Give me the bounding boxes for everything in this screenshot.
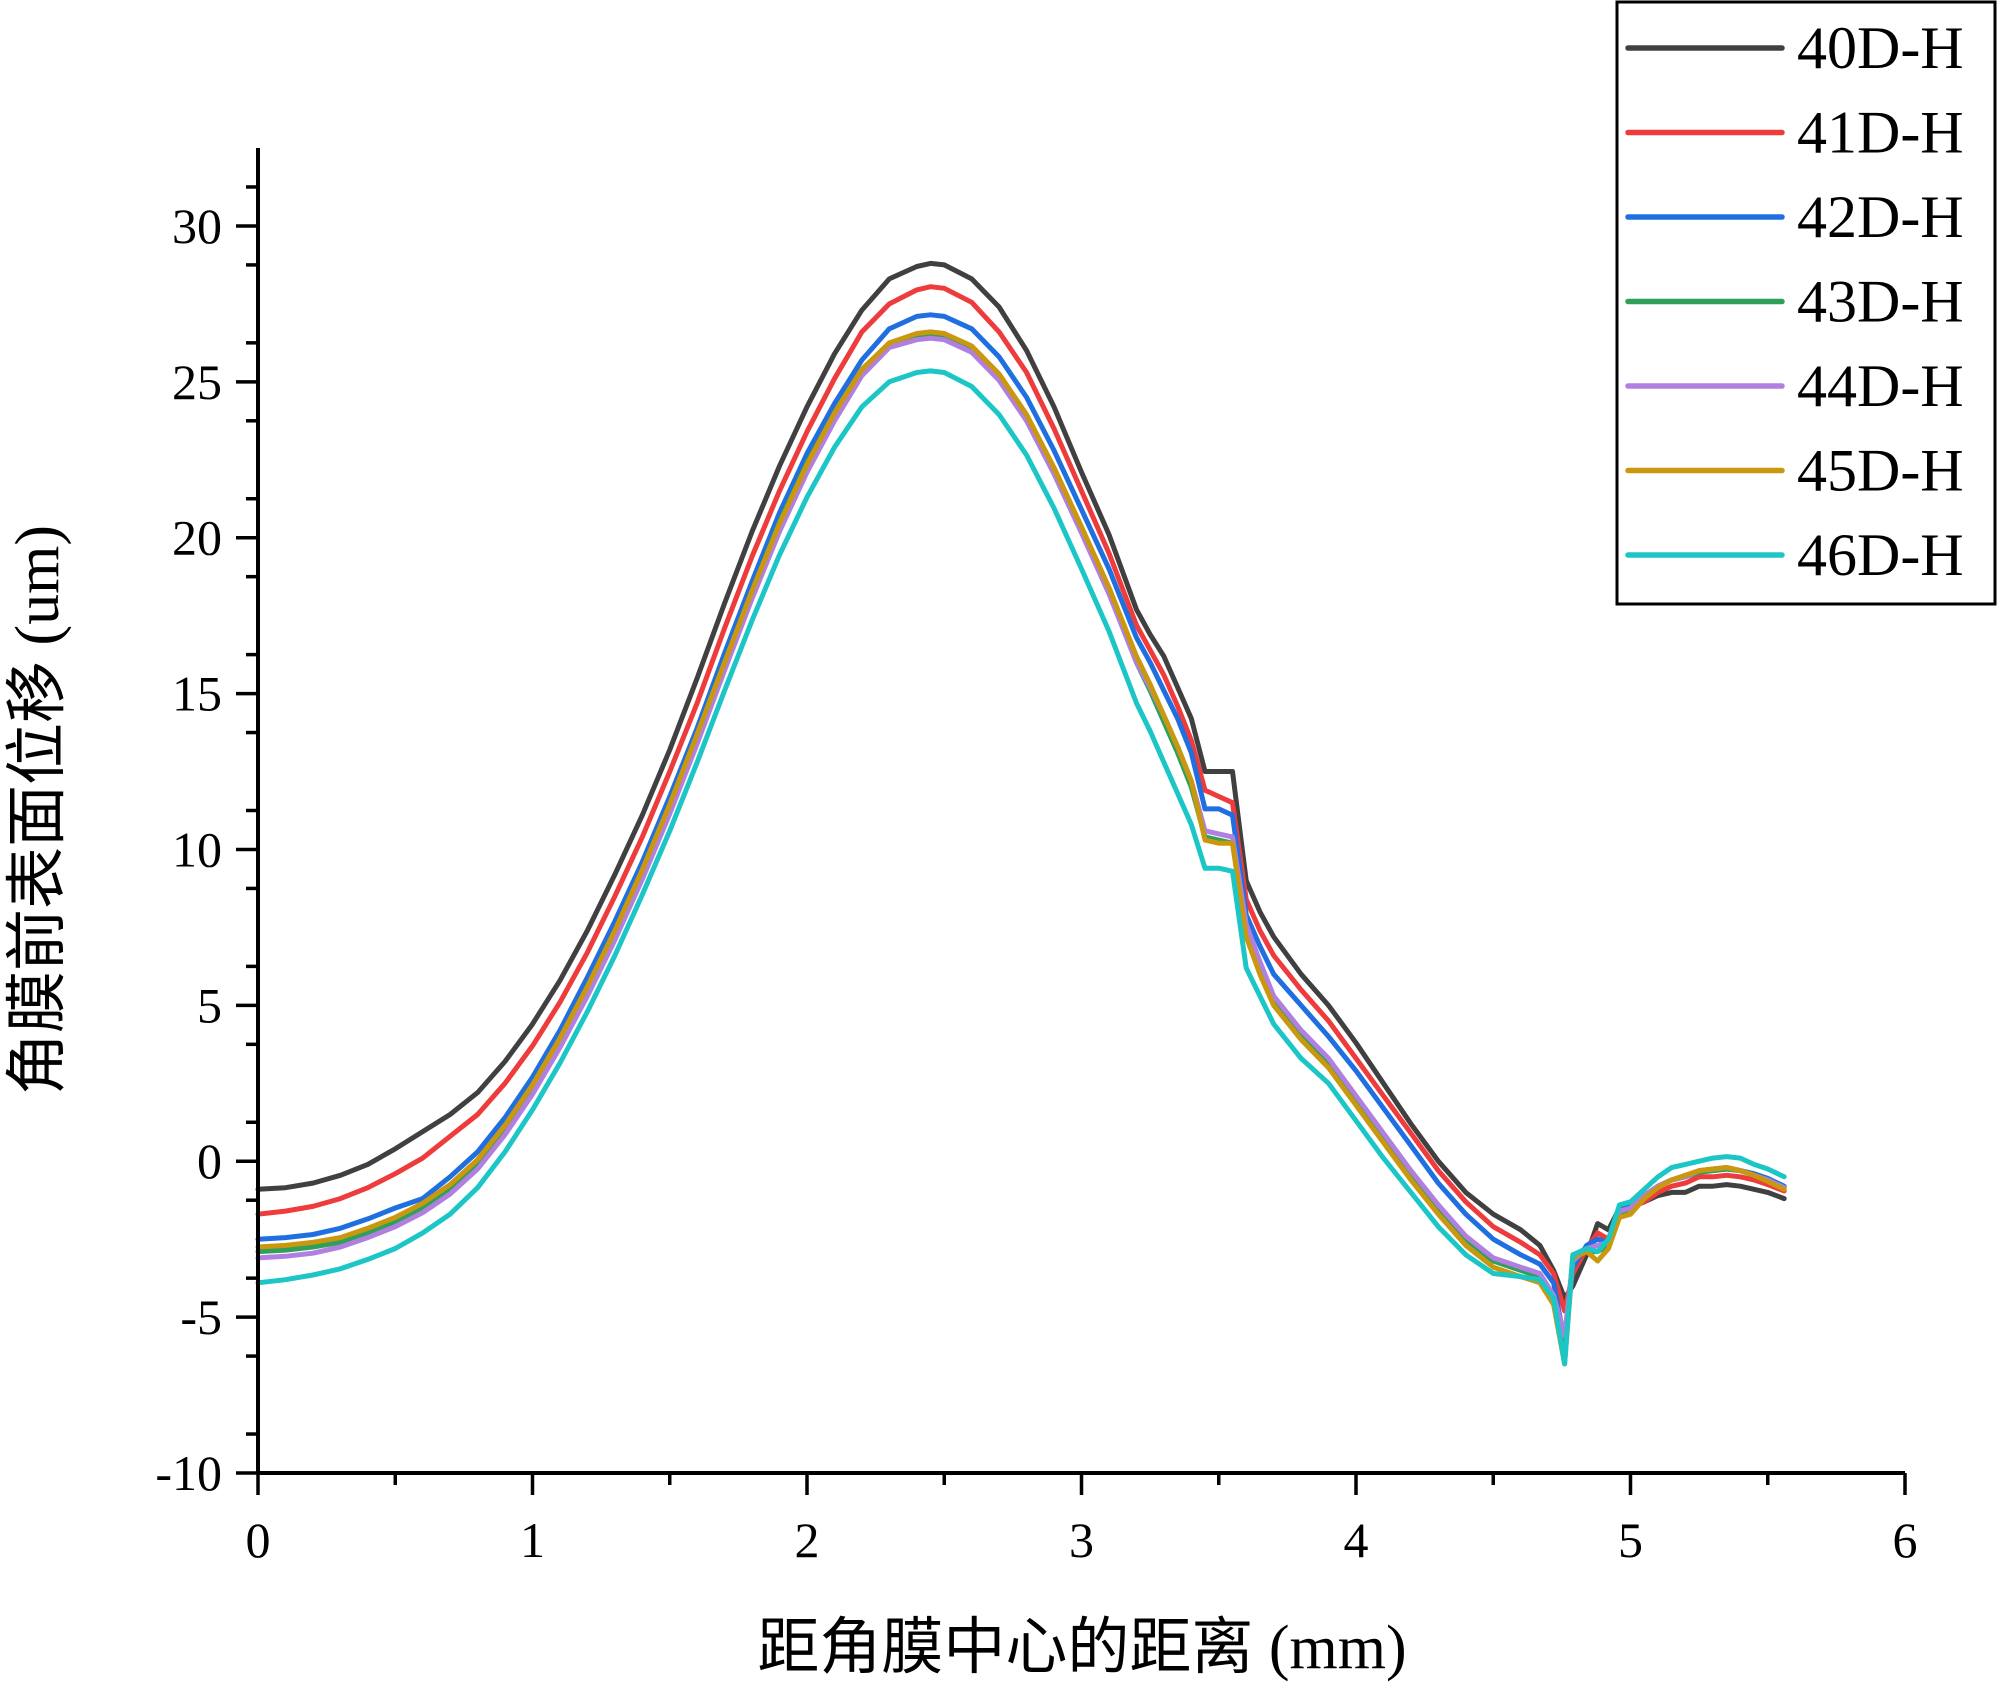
series-line-42d-h (255, 312, 1787, 1345)
x-tick-label: 0 (246, 1512, 271, 1568)
y-tick-label: -10 (155, 1445, 222, 1501)
x-tick-label: 5 (1618, 1512, 1643, 1568)
legend-label: 45D-H (1797, 438, 1964, 504)
legend-label: 43D-H (1797, 269, 1964, 335)
y-tick-label: 0 (197, 1133, 222, 1189)
legend-label: 46D-H (1797, 522, 1964, 588)
x-axis-title: 距角膜中心的距离 (mm) (757, 1614, 1406, 1682)
legend-entries: 40D-H 41D-H 42D-H 43D-H 44D-H 45D-H 46D-H (1625, 15, 1964, 588)
legend-label: 41D-H (1797, 100, 1964, 166)
series-line-46d-h (255, 368, 1787, 1367)
x-tick-label: 6 (1893, 1512, 1918, 1568)
y-tick-label: 25 (172, 354, 222, 410)
y-tick-label: 10 (172, 821, 222, 877)
x-ticks-group: 0 1 2 3 4 5 6 (246, 1473, 1918, 1568)
x-tick-label: 3 (1069, 1512, 1094, 1568)
legend: 40D-H 41D-H 42D-H 43D-H 44D-H 45D-H 46D-H (1615, 0, 1997, 606)
y-tick-label: 15 (172, 666, 222, 722)
y-axis-title: 角膜前表面位移 (um) (4, 525, 72, 1095)
x-tick-label: 4 (1344, 1512, 1369, 1568)
y-ticks-group: -10 -5 0 5 10 15 20 25 30 (155, 185, 258, 1501)
legend-label: 40D-H (1797, 15, 1964, 81)
y-tick-label: 30 (172, 198, 222, 254)
y-tick-label: -5 (180, 1289, 222, 1345)
x-tick-label: 1 (520, 1512, 545, 1568)
legend-label: 42D-H (1797, 184, 1964, 250)
legend-label: 44D-H (1797, 353, 1964, 419)
series-line-43d-h (255, 331, 1787, 1357)
series-line-45d-h (255, 329, 1787, 1367)
x-tick-label: 2 (795, 1512, 820, 1568)
y-tick-label: 20 (172, 510, 222, 566)
series-line-44d-h (255, 335, 1787, 1339)
y-tick-label: 5 (197, 977, 222, 1033)
plot-series-group (255, 260, 1787, 1367)
